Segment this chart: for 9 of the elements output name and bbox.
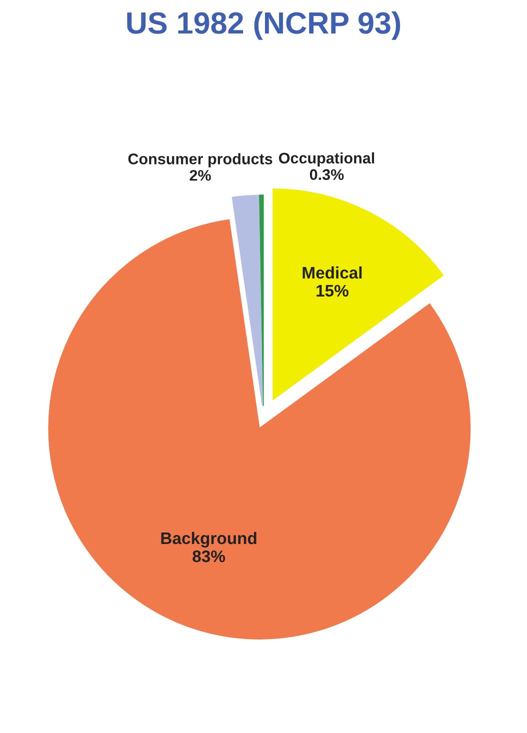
slice-label: Background: [161, 532, 256, 548]
slice-label: Consumer products: [128, 153, 272, 168]
slice-label: Occupational: [278, 152, 374, 167]
chart-title: US 1982 (NCRP 93): [127, 11, 400, 40]
data-label: 2%: [190, 170, 211, 181]
data-label: 83%: [192, 550, 226, 562]
slice-label: Medical: [302, 266, 362, 279]
data-label: 15%: [316, 284, 348, 297]
data-label: 0.3%: [310, 169, 344, 180]
